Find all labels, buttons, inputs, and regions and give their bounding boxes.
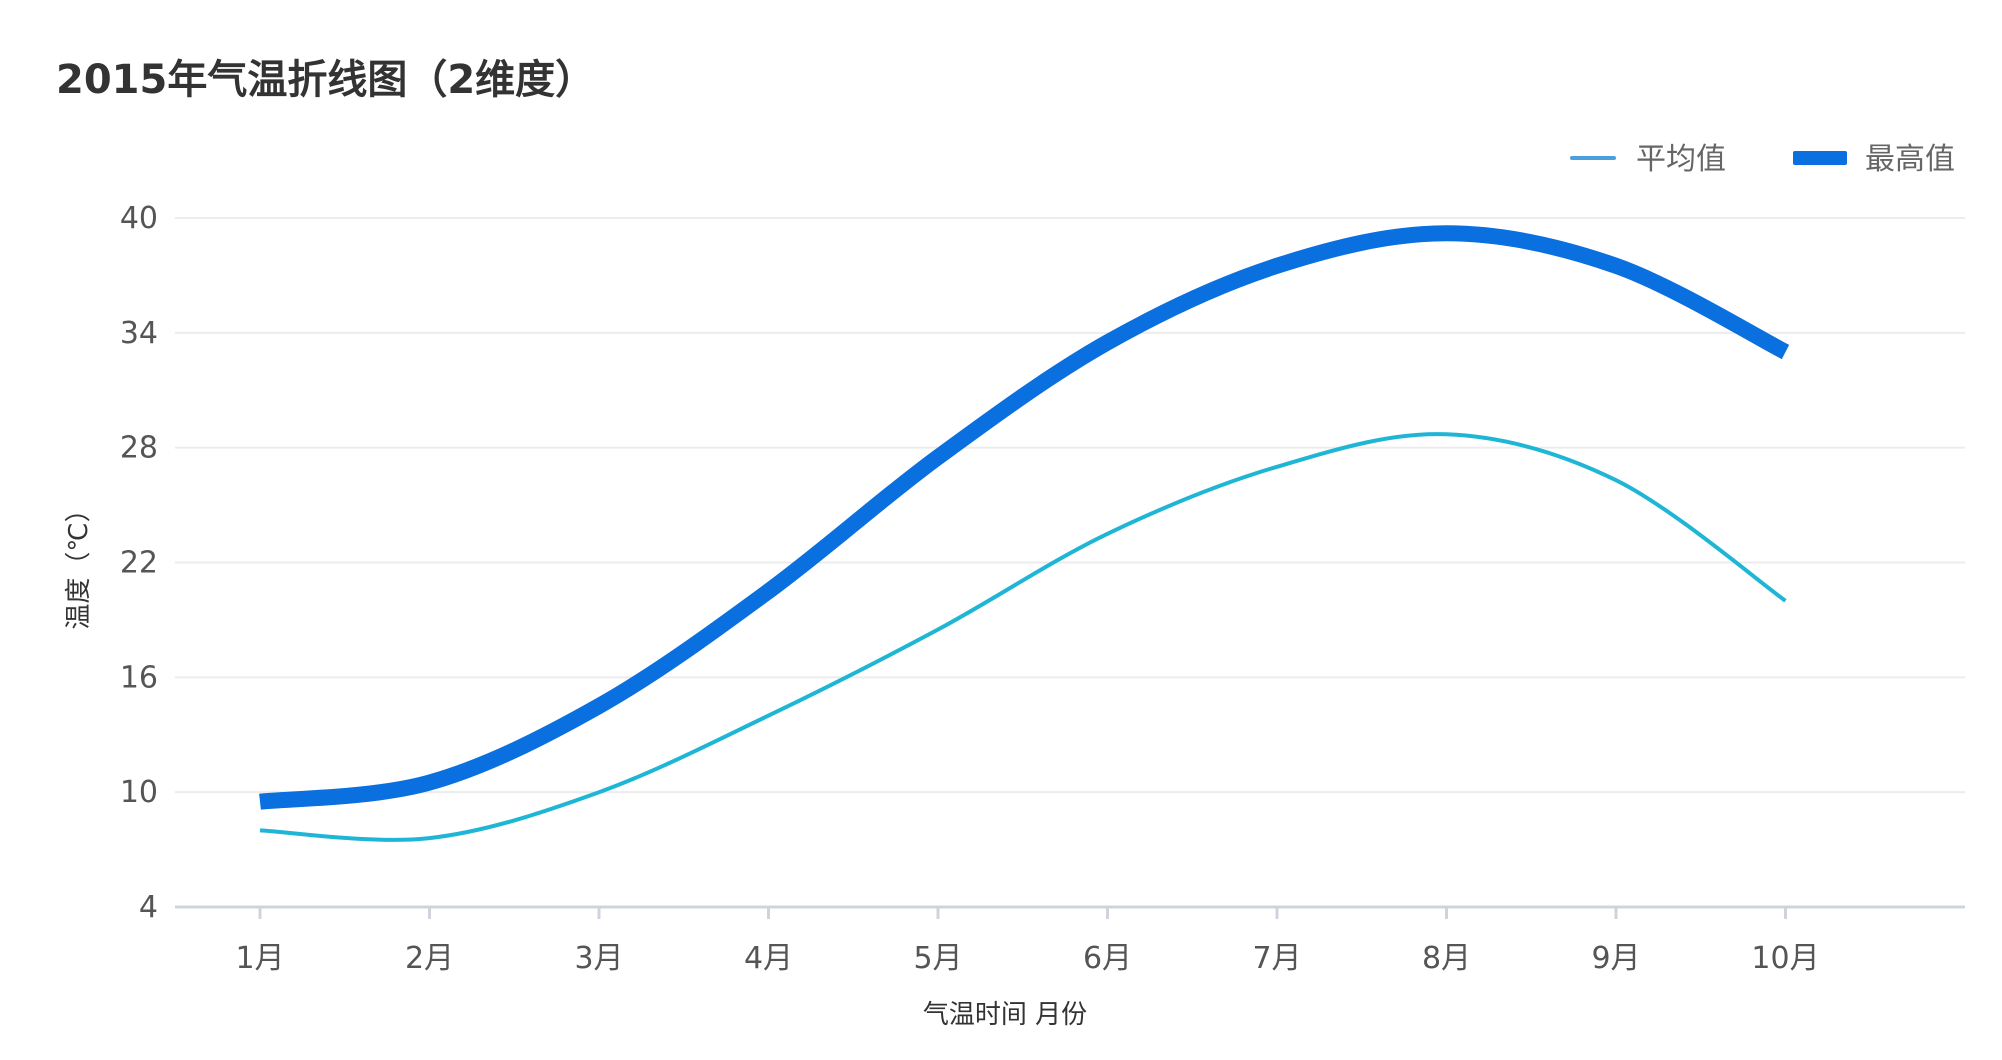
x-tick-label: 10月 [1751, 941, 1819, 976]
x-tick-label: 6月 [1083, 941, 1132, 976]
y-tick-label: 22 [120, 546, 158, 581]
x-tick-label: 2月 [405, 941, 454, 976]
series-line-maximum [259, 225, 1790, 810]
x-tick-label: 7月 [1252, 941, 1301, 976]
y-axis-title: 温度（℃） [64, 496, 94, 629]
y-tick-label: 34 [120, 316, 158, 351]
legend-swatch [1570, 156, 1616, 160]
chart-title: 2015年气温折线图（2维度） [56, 57, 595, 103]
x-tick-label: 1月 [235, 941, 284, 976]
y-tick-label: 4 [139, 890, 158, 925]
y-tick-label: 28 [120, 431, 158, 466]
legend-swatch [1793, 151, 1847, 165]
x-axis-labels: 1月 2月 3月 4月 5月 6月 7月 8月 9月 10月 [235, 941, 1819, 976]
series-line-average [259, 432, 1787, 842]
y-tick-label: 16 [120, 660, 158, 695]
y-tick-label: 10 [120, 775, 158, 810]
x-tick-label: 8月 [1422, 941, 1471, 976]
x-axis-title: 气温时间 月份 [923, 1000, 1087, 1030]
legend-label: 平均值 [1636, 142, 1726, 177]
legend-label: 最高值 [1865, 142, 1955, 177]
x-tick-label: 4月 [744, 941, 793, 976]
series-lines [259, 225, 1790, 842]
x-tick-label: 9月 [1591, 941, 1640, 976]
y-tick-label: 40 [120, 201, 158, 236]
grid-lines [175, 217, 1965, 794]
x-axis [175, 905, 1965, 919]
y-axis: 4 10 16 22 28 34 40 [120, 201, 158, 925]
legend: 平均值 最高值 [1570, 142, 1955, 177]
x-tick-label: 5月 [913, 941, 962, 976]
x-tick-label: 3月 [574, 941, 623, 976]
